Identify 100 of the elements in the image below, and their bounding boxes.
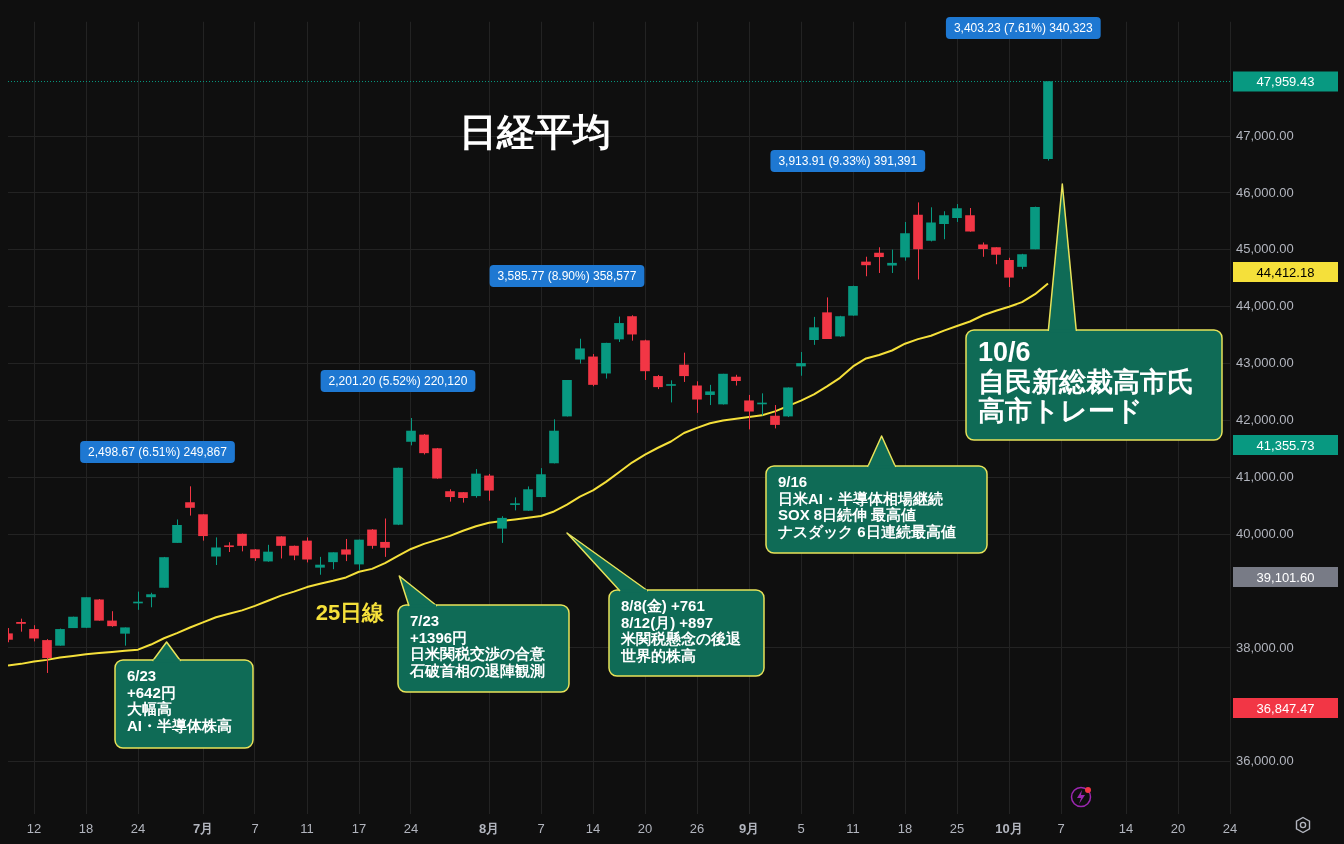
x-tick-label: 24 (130, 821, 146, 837)
annotation: 日米AI・半導体相場継続 (778, 489, 944, 507)
x-tick-label: 24 (403, 821, 419, 837)
candlestick (94, 598, 104, 622)
annotation: 10/6 (978, 337, 1032, 368)
candlestick (614, 316, 624, 343)
annotation: 8/8(金) +761 (621, 597, 706, 615)
candlestick (965, 207, 975, 233)
x-tick-label: 20 (1170, 821, 1186, 837)
x-tick-label: 24 (1222, 821, 1238, 837)
candlestick (744, 394, 754, 430)
annotation: 6/23 (127, 667, 158, 685)
candlestick (419, 433, 429, 455)
annotation: +1396円 (410, 628, 468, 646)
ref-line-label: 47,959.43 (1256, 74, 1315, 90)
candlestick (185, 485, 195, 517)
x-tick-label: 10月 (995, 821, 1023, 837)
x-tick-label: 8月 (478, 821, 500, 837)
candlestick (341, 538, 351, 562)
annotation: 日米関税交渉の合意 (410, 645, 545, 662)
y-tick-label: 46,000.00 (1235, 184, 1294, 200)
annotation: 自民新総裁高市氏 (978, 366, 1194, 397)
candlestick (939, 210, 949, 240)
annotation: 世界的株高 (621, 646, 697, 664)
y-tick-label: 41,000.00 (1235, 468, 1294, 484)
candlestick (380, 518, 390, 558)
candlestick (809, 316, 819, 346)
candlestick (484, 473, 494, 502)
y-tick-label: 47,000.00 (1235, 127, 1294, 143)
series-label: 25日線 (315, 600, 386, 626)
y-tick-label: 40,000.00 (1235, 525, 1294, 541)
candlestick (874, 246, 884, 274)
x-tick-label: 26 (689, 821, 705, 837)
candlestick (471, 468, 481, 499)
x-tick-label: 5 (797, 821, 805, 837)
candlestick (302, 536, 312, 563)
candlestick (42, 638, 52, 674)
x-tick-label: 11 (300, 821, 314, 837)
candlestick (120, 626, 130, 647)
annotation: AI・半導体株高 (127, 716, 232, 734)
candlestick (276, 535, 286, 559)
candlestick (679, 352, 689, 383)
x-tick-label: 7月 (192, 821, 214, 837)
text: 41,355.73 (1256, 437, 1315, 453)
y-tick-label: 43,000.00 (1235, 355, 1294, 371)
candlestick (523, 485, 533, 512)
text: 39,101.60 (1256, 569, 1315, 585)
annotation: 3,585.77 (8.90%) 358,577 (497, 269, 637, 284)
x-tick-label: 25 (949, 821, 965, 837)
y-tick-label: 44,000.00 (1235, 298, 1294, 314)
x-tick-label: 18 (78, 821, 94, 837)
annotation: +642円 (127, 683, 177, 701)
x-tick-label: 20 (637, 821, 653, 837)
candlestick (666, 379, 676, 403)
x-tick-label: 18 (897, 821, 913, 837)
candlestick (926, 206, 936, 242)
candlestick (770, 404, 780, 429)
candlestick (211, 536, 221, 566)
y-tick-label: 38,000.00 (1235, 639, 1294, 655)
annotation: 石破首相の退陣観測 (410, 661, 545, 679)
candlestick (627, 314, 637, 342)
x-tick-label: 14 (1118, 821, 1134, 837)
text: 36,847.47 (1256, 700, 1315, 716)
candlestick (536, 467, 546, 498)
candlestick (796, 351, 806, 377)
annotation: SOX 8日続伸 最高値 (778, 506, 917, 524)
x-tick-label: 9月 (738, 821, 760, 837)
candlestick (172, 518, 182, 544)
candlestick (497, 515, 507, 544)
y-tick-label: 36,000.00 (1235, 753, 1294, 769)
annotation: ナスダック 6日連続最高値 (778, 522, 956, 540)
candlestick (367, 528, 377, 550)
annotation: 高市トレード (978, 396, 1144, 428)
x-tick-label: 7 (1057, 821, 1065, 837)
x-tick-label: 7 (537, 821, 545, 837)
x-tick-label: 11 (846, 821, 860, 837)
annotation: 9/16 (778, 473, 809, 491)
candlestick (887, 249, 897, 274)
candlestick (1004, 257, 1014, 288)
candlestick (198, 513, 208, 542)
annotation: 2,498.67 (6.51%) 249,867 (88, 445, 228, 460)
annotation: 3,913.91 (9.33%) 391,391 (778, 154, 918, 169)
y-tick-label: 42,000.00 (1235, 412, 1294, 428)
x-tick-label: 7 (251, 821, 259, 837)
annotation: 3,403.23 (7.61%) 340,323 (953, 21, 1094, 36)
candlestick (575, 338, 585, 365)
x-tick-label: 12 (26, 821, 42, 837)
annotation: 8/12(月) +897 (621, 613, 714, 631)
y-tick-label: 45,000.00 (1235, 241, 1294, 257)
x-tick-label: 14 (585, 821, 601, 837)
text: 44,412.18 (1256, 264, 1315, 280)
candlestick (406, 417, 416, 446)
candlestick (705, 384, 715, 406)
text: 日経平均 (459, 111, 611, 154)
annotation: 7/23 (410, 612, 441, 630)
annotation: 2,201.20 (5.52%) 220,120 (328, 374, 468, 389)
candlestick (692, 380, 702, 414)
annotation: 米関税懸念の後退 (621, 630, 741, 647)
x-tick-label: 17 (351, 821, 367, 837)
annotation: 大幅高 (127, 700, 173, 717)
